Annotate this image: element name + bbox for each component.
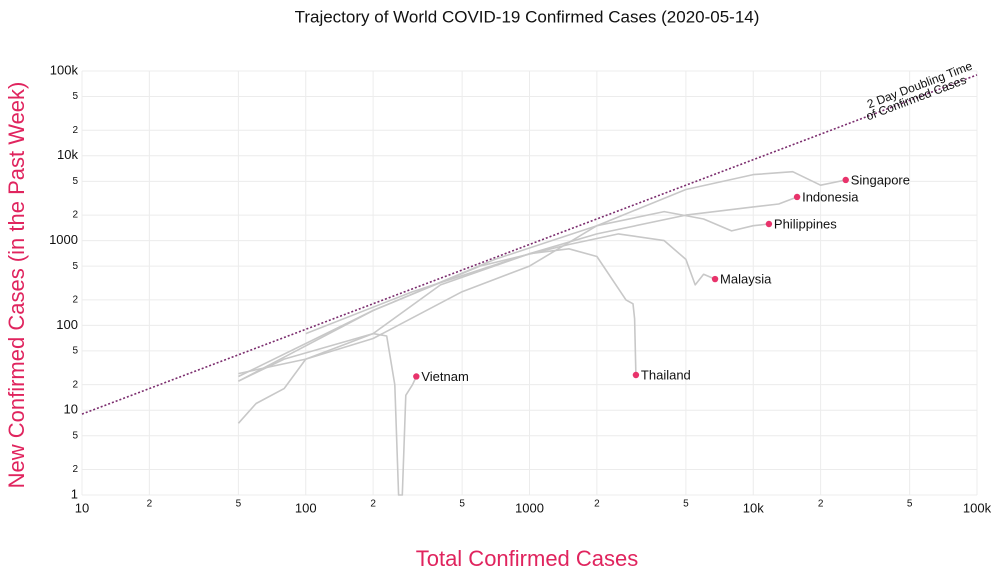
y-tick-label: 100	[56, 317, 78, 332]
trajectory-line	[238, 248, 637, 382]
trajectory-line	[238, 233, 716, 382]
reference-line	[81, 74, 978, 415]
country-label: Indonesia	[802, 189, 859, 204]
end-point	[711, 275, 719, 283]
trajectory-line	[305, 196, 798, 335]
y-tick-label: 5	[72, 346, 78, 357]
end-point	[765, 220, 773, 228]
end-point	[793, 193, 801, 201]
x-tick-label: 5	[459, 499, 465, 510]
y-tick-label: 1000	[49, 232, 78, 247]
x-tick-label: 1000	[515, 500, 544, 515]
country-label: Thailand	[641, 367, 691, 382]
y-tick-label: 5	[72, 261, 78, 272]
x-tick-label: 5	[683, 499, 689, 510]
y-tick-label: 100k	[50, 62, 79, 77]
y-axis-label: New Confirmed Cases (in the Past Week)	[4, 82, 29, 489]
y-tick-label: 1	[71, 486, 78, 501]
chart-title: Trajectory of World COVID-19 Confirmed C…	[295, 7, 760, 26]
trajectory-line	[237, 332, 418, 496]
x-tick-label: 100	[295, 500, 317, 515]
x-tick-label: 2	[594, 499, 600, 510]
country-label: Singapore	[851, 172, 910, 187]
y-tick-label: 2	[72, 210, 78, 221]
trajectory-line	[238, 210, 769, 378]
country-label: Vietnam	[421, 369, 468, 384]
x-tick-label: 2	[147, 499, 153, 510]
x-tick-label: 100k	[963, 500, 992, 515]
y-tick-label: 2	[72, 125, 78, 136]
x-tick-label: 2	[370, 499, 376, 510]
y-tick-label: 10	[64, 402, 78, 417]
y-tick-label: 10k	[57, 147, 78, 162]
country-label: Malaysia	[720, 271, 772, 286]
country-label: Philippines	[774, 216, 837, 231]
x-tick-label: 5	[236, 499, 242, 510]
y-tick-label: 5	[72, 176, 78, 187]
y-tick-label: 2	[72, 464, 78, 475]
end-point	[842, 176, 849, 184]
y-tick-label: 5	[72, 91, 78, 102]
y-tick-label: 2	[72, 295, 78, 306]
end-point	[413, 373, 420, 380]
x-axis-label: Total Confirmed Cases	[416, 546, 639, 571]
y-tick-label: 2	[72, 379, 78, 390]
x-tick-label: 5	[907, 499, 913, 510]
x-tick-label: 10k	[743, 500, 764, 515]
x-tick-label: 10	[75, 500, 89, 515]
y-tick-label: 5	[72, 430, 78, 441]
x-tick-label: 2	[818, 499, 824, 510]
end-point	[632, 371, 640, 379]
